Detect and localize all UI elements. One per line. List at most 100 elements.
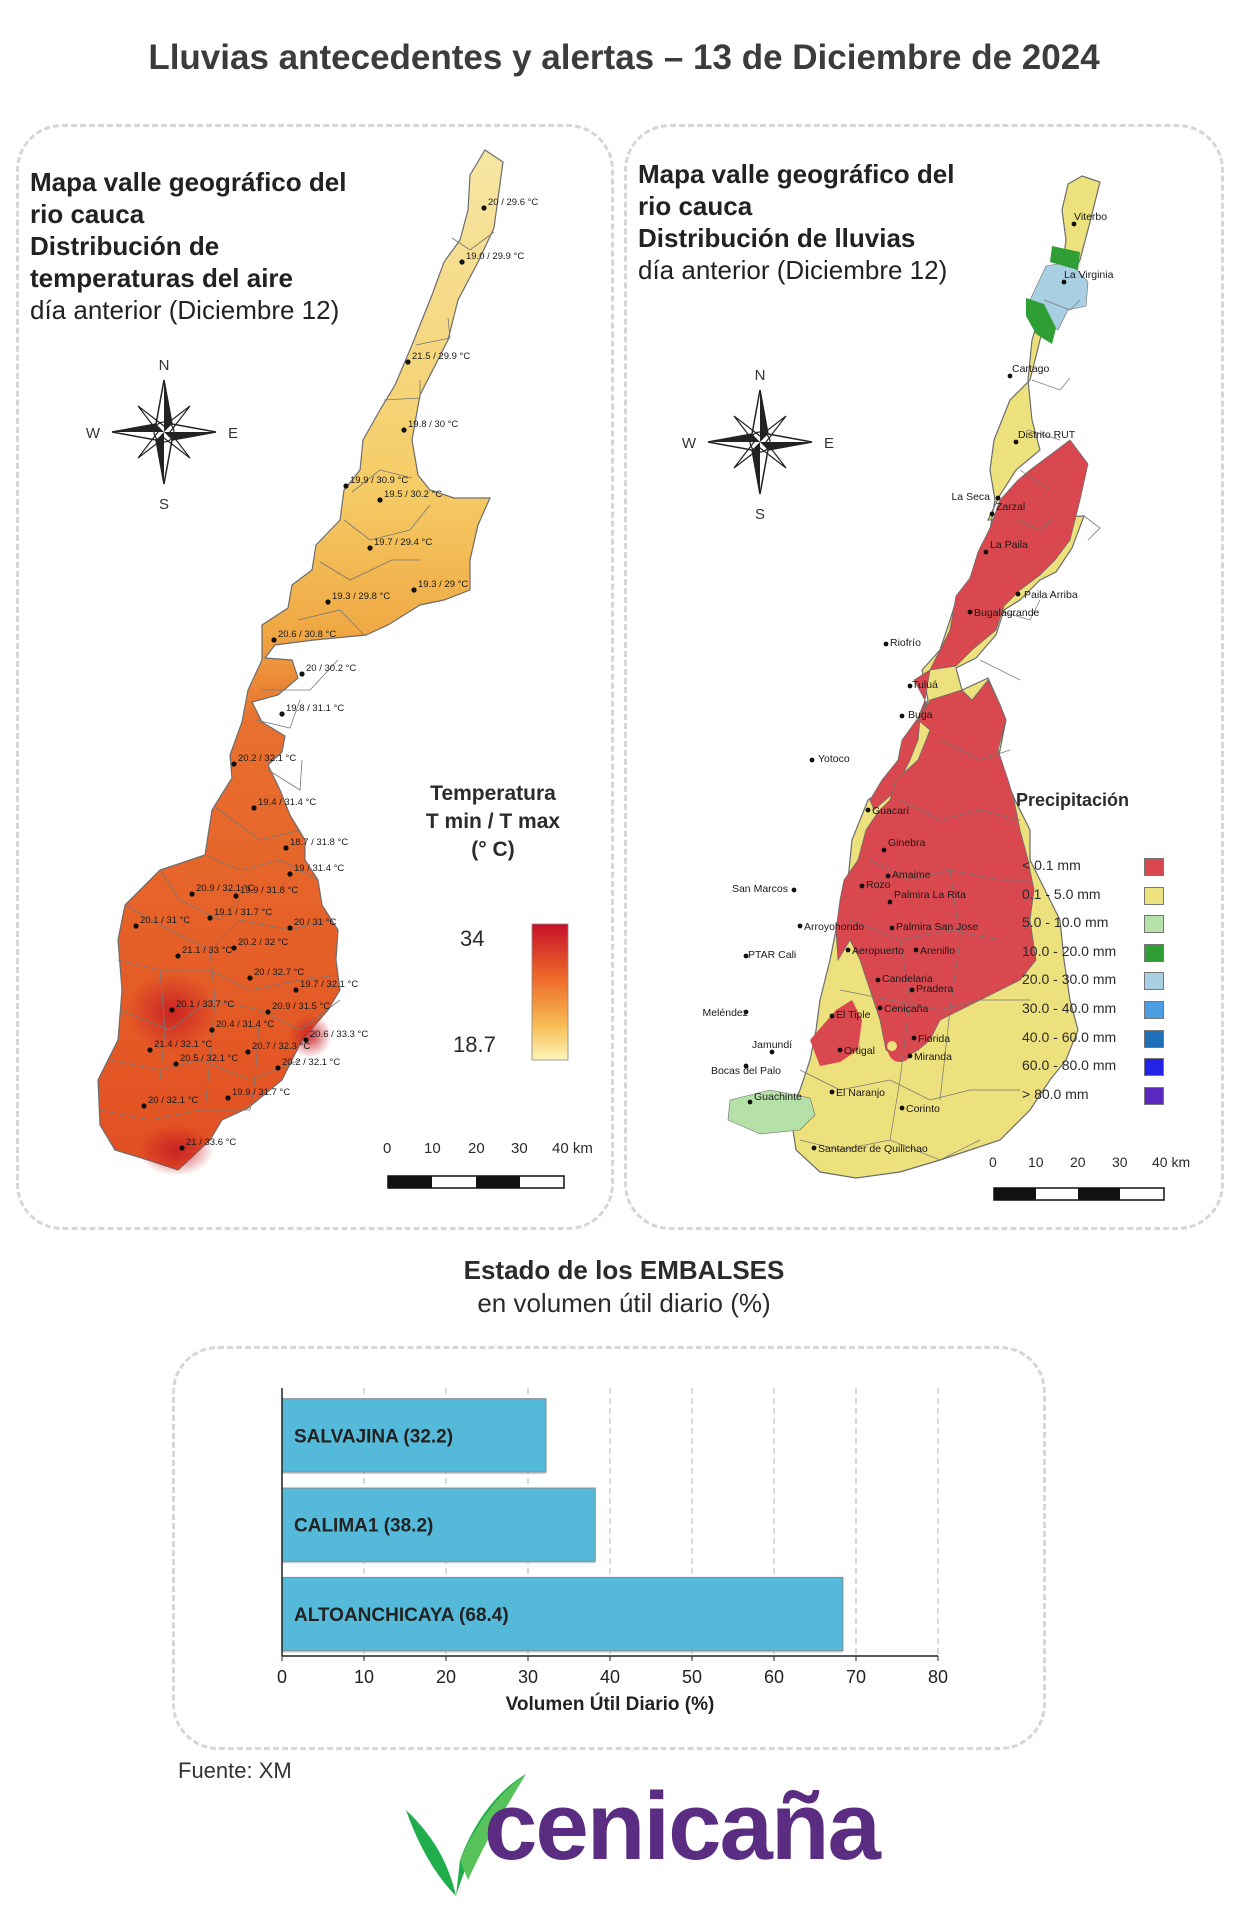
- temp-station-dot: [189, 891, 195, 897]
- temp-station-dot: [411, 587, 417, 593]
- rain-place-label: Yotoco: [818, 753, 850, 765]
- reservoir-heading-title: Estado de los EMBALSES: [463, 1255, 785, 1285]
- rain-map-red-south-a: [810, 1000, 862, 1066]
- rain-place-dot: [743, 953, 749, 959]
- rain-compass-e: E: [824, 435, 834, 452]
- chart-tick-label: 40: [600, 1667, 620, 1687]
- rain-map-red-center: [835, 679, 1037, 1061]
- temp-station-dot: [231, 761, 237, 767]
- temp-scale-20: 20: [468, 1140, 485, 1157]
- rain-compass-s: S: [755, 506, 765, 523]
- rain-place-dot: [809, 757, 815, 763]
- rain-place-label: Riofrío: [890, 637, 921, 649]
- rain-legend-label: 60.0 - 80.0 mm: [1022, 1057, 1117, 1074]
- rain-place-dot: [913, 947, 919, 953]
- rain-place-dot: [881, 847, 887, 853]
- rain-place-label: Amaime: [892, 869, 931, 881]
- temp-station-dot: [265, 1009, 271, 1015]
- temp-station-dot: [147, 1047, 153, 1053]
- rain-subtitle: día anterior (Diciembre 12): [638, 255, 948, 285]
- rain-place-label: Pradera: [916, 983, 954, 995]
- temp-station-label: 20.4 / 31.4 °C: [216, 1019, 274, 1030]
- chart-x-axis: 0 10 20 30 40 50 60 70 80 Volumen Útil Diario (%): [277, 1388, 948, 1715]
- rain-place-label: Santander de Quilichao: [818, 1143, 928, 1155]
- temp-station-dot: [133, 923, 139, 929]
- reservoir-heading: Estado de los EMBALSES en volumen útil d…: [0, 1254, 1248, 1320]
- rain-legend-label: > 80.0 mm: [1022, 1085, 1089, 1102]
- temp-station-dot: [303, 1037, 309, 1043]
- chart-bar-label: ALTOANCHICAYA (68.4): [294, 1605, 509, 1626]
- rain-place-label: Cenicaña: [884, 1003, 929, 1015]
- temp-station-label: 19.7 / 32.1 °C: [300, 979, 358, 990]
- rain-place-dot: [829, 1089, 835, 1095]
- rain-place-label: Palmira San Jose: [896, 921, 978, 933]
- cenicana-logo: cenicaña: [398, 1760, 881, 1910]
- rain-scale-10: 10: [1028, 1154, 1044, 1170]
- temp-station-dot: [367, 545, 373, 551]
- temp-station-label: 20.5 / 32.1 °C: [180, 1053, 238, 1064]
- temp-title-line4: temperaturas del aire: [30, 263, 294, 293]
- rain-place-dot: [865, 807, 871, 813]
- temp-subtitle: día anterior (Diciembre 12): [30, 295, 340, 325]
- chart-tick-label: 80: [928, 1667, 948, 1687]
- rain-title-line1: Mapa valle geográfico del: [638, 159, 955, 189]
- temp-station-dot: [287, 871, 293, 877]
- temp-station-dot: [287, 925, 293, 931]
- temp-station-label: 19.1 / 31.7 °C: [214, 907, 272, 918]
- temp-station-label: 20.9 / 32.1 °C: [196, 883, 254, 894]
- temp-station-dot: [169, 1007, 175, 1013]
- rain-place-dot: [907, 683, 913, 689]
- temp-title-line3: Distribución de: [30, 231, 220, 261]
- temp-title-line2: rio cauca: [30, 199, 145, 229]
- rain-legend-swatch: [1144, 858, 1164, 876]
- rain-place-label: La Virginia: [1064, 269, 1114, 281]
- rain-compass-n: N: [755, 367, 766, 384]
- rain-place-dot: [899, 1105, 905, 1111]
- temp-station-dot: [245, 1049, 251, 1055]
- chart-tick-label: 50: [682, 1667, 702, 1687]
- temp-station-dot: [275, 1065, 281, 1071]
- temp-station-dot: [271, 637, 277, 643]
- temp-station-label: 19.5 / 30.2 °C: [384, 489, 442, 500]
- rain-place-dot: [769, 1049, 775, 1055]
- rain-place-dot: [875, 977, 881, 983]
- chart-tick-label: 60: [764, 1667, 784, 1687]
- chart-bar: [281, 1398, 547, 1473]
- rain-place-dot: [989, 511, 995, 517]
- temp-station-label: 20 / 32.7 °C: [254, 967, 304, 978]
- rain-scale-40: 40 km: [1152, 1154, 1191, 1170]
- temp-scale-30: 30: [511, 1140, 528, 1157]
- rain-place-dot: [859, 883, 865, 889]
- rain-place-label: El Naranjo: [836, 1087, 885, 1099]
- temp-station-layer: 20 / 29.6 °C 19.0 / 29.9 °C 21.5 / 29.9 °C…: [133, 197, 538, 1151]
- temp-station-label: 19.4 / 31.4 °C: [258, 797, 316, 808]
- rain-map-title: Mapa valle geográfico del rio cauca Dist…: [638, 158, 954, 286]
- rainfall-map-panel: [624, 124, 1224, 1230]
- rain-map-green-north-2: [1026, 298, 1056, 344]
- temp-station-dot: [377, 497, 383, 503]
- rain-map-green-north-1: [1050, 246, 1080, 270]
- temp-station-dot: [481, 205, 487, 211]
- temp-station-label: 19.8 / 30 °C: [408, 419, 458, 430]
- temp-station-dot: [233, 893, 239, 899]
- rain-title-line2: rio cauca: [638, 191, 753, 221]
- temp-station-dot: [175, 953, 181, 959]
- rain-legend-swatch: [1144, 1001, 1164, 1019]
- rain-place-label: San Marcos: [732, 883, 788, 895]
- rain-place-dot: [889, 925, 895, 931]
- temp-station-label: 20 / 30.2 °C: [306, 663, 356, 674]
- temp-legend-title: Temperatura T min / T max (° C): [408, 780, 578, 864]
- chart-bar: [281, 1576, 844, 1652]
- temp-scale-40: 40 km: [552, 1140, 593, 1157]
- temp-station-label: 20 / 29.6 °C: [488, 197, 538, 208]
- compass-e: E: [228, 425, 238, 442]
- rain-place-dot: [911, 1035, 917, 1041]
- rain-place-label: Bocas del Palo: [711, 1065, 781, 1077]
- temp-station-label: 19.9 / 30.9 °C: [350, 475, 408, 486]
- temp-legend-max: 34: [460, 926, 485, 951]
- temp-station-dot: [459, 259, 465, 265]
- temp-station-dot: [343, 483, 349, 489]
- rain-place-label: Meléndez: [702, 1007, 748, 1019]
- temp-station-label: 20.2 / 32.1 °C: [282, 1057, 340, 1068]
- temp-legend-title-3: (° C): [471, 838, 515, 861]
